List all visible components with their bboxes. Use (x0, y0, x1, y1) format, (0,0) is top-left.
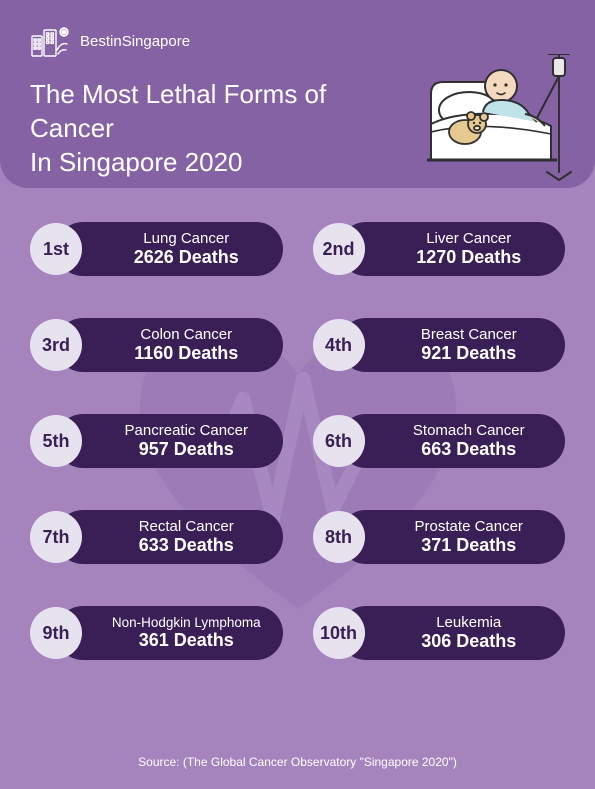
ranking-pill: Colon Cancer1160 Deaths (56, 318, 283, 372)
rank-badge: 6th (313, 415, 365, 467)
cancer-name: Leukemia (436, 614, 501, 631)
ranking-item: 5thPancreatic Cancer957 Deaths (30, 414, 283, 468)
ranking-pill: Pancreatic Cancer957 Deaths (56, 414, 283, 468)
cancer-name: Breast Cancer (421, 326, 517, 343)
ranking-item: 6thStomach Cancer663 Deaths (313, 414, 566, 468)
death-count: 633 Deaths (139, 535, 234, 556)
ranking-pill: Rectal Cancer633 Deaths (56, 510, 283, 564)
cancer-name: Non-Hodgkin Lymphoma (112, 615, 261, 631)
rank-badge: 9th (30, 607, 82, 659)
ranking-item: 4thBreast Cancer921 Deaths (313, 318, 566, 372)
death-count: 361 Deaths (139, 630, 234, 651)
infographic-page: BestinSingapore The Most Lethal Forms of… (0, 0, 595, 789)
ranking-item: 2ndLiver Cancer1270 Deaths (313, 222, 566, 276)
rank-badge: 5th (30, 415, 82, 467)
cancer-name: Rectal Cancer (139, 518, 234, 535)
rank-badge: 3rd (30, 319, 82, 371)
rank-badge: 7th (30, 511, 82, 563)
brand-logo-icon (30, 24, 72, 58)
title-line-1: The Most Lethal Forms of Cancer (30, 79, 326, 143)
brand-name: BestinSingapore (80, 33, 190, 50)
ranking-item: 10thLeukemia306 Deaths (313, 606, 566, 660)
ranking-item: 3rdColon Cancer1160 Deaths (30, 318, 283, 372)
ranking-item: 1stLung Cancer2626 Deaths (30, 222, 283, 276)
content-area: 1stLung Cancer2626 Deaths2ndLiver Cancer… (0, 188, 595, 789)
ranking-pill: Lung Cancer2626 Deaths (56, 222, 283, 276)
rank-badge: 1st (30, 223, 82, 275)
cancer-name: Liver Cancer (426, 230, 511, 247)
ranking-pill: Stomach Cancer663 Deaths (339, 414, 566, 468)
death-count: 371 Deaths (421, 535, 516, 556)
header: BestinSingapore The Most Lethal Forms of… (0, 0, 595, 188)
ranking-pill: Prostate Cancer371 Deaths (339, 510, 566, 564)
death-count: 1160 Deaths (134, 343, 238, 364)
cancer-name: Lung Cancer (143, 230, 229, 247)
rank-badge: 8th (313, 511, 365, 563)
ranking-grid: 1stLung Cancer2626 Deaths2ndLiver Cancer… (30, 222, 565, 660)
death-count: 306 Deaths (421, 631, 516, 652)
title-line-2: In Singapore 2020 (30, 147, 243, 177)
ranking-pill: Leukemia306 Deaths (339, 606, 566, 660)
rank-badge: 4th (313, 319, 365, 371)
patient-illustration (425, 54, 573, 182)
cancer-name: Pancreatic Cancer (125, 422, 248, 439)
cancer-name: Colon Cancer (140, 326, 232, 343)
page-title: The Most Lethal Forms of Cancer In Singa… (30, 78, 390, 179)
death-count: 2626 Deaths (134, 247, 239, 268)
rank-badge: 2nd (313, 223, 365, 275)
death-count: 921 Deaths (421, 343, 516, 364)
ranking-item: 8thProstate Cancer371 Deaths (313, 510, 566, 564)
ranking-item: 7thRectal Cancer633 Deaths (30, 510, 283, 564)
rank-badge: 10th (313, 607, 365, 659)
ranking-pill: Liver Cancer1270 Deaths (339, 222, 566, 276)
brand: BestinSingapore (30, 24, 565, 58)
death-count: 663 Deaths (421, 439, 516, 460)
ranking-pill: Non-Hodgkin Lymphoma361 Deaths (56, 606, 283, 660)
cancer-name: Prostate Cancer (415, 518, 523, 535)
ranking-item: 9thNon-Hodgkin Lymphoma361 Deaths (30, 606, 283, 660)
source-citation: Source: (The Global Cancer Observatory "… (0, 755, 595, 769)
death-count: 957 Deaths (139, 439, 234, 460)
ranking-pill: Breast Cancer921 Deaths (339, 318, 566, 372)
cancer-name: Stomach Cancer (413, 422, 525, 439)
death-count: 1270 Deaths (416, 247, 521, 268)
